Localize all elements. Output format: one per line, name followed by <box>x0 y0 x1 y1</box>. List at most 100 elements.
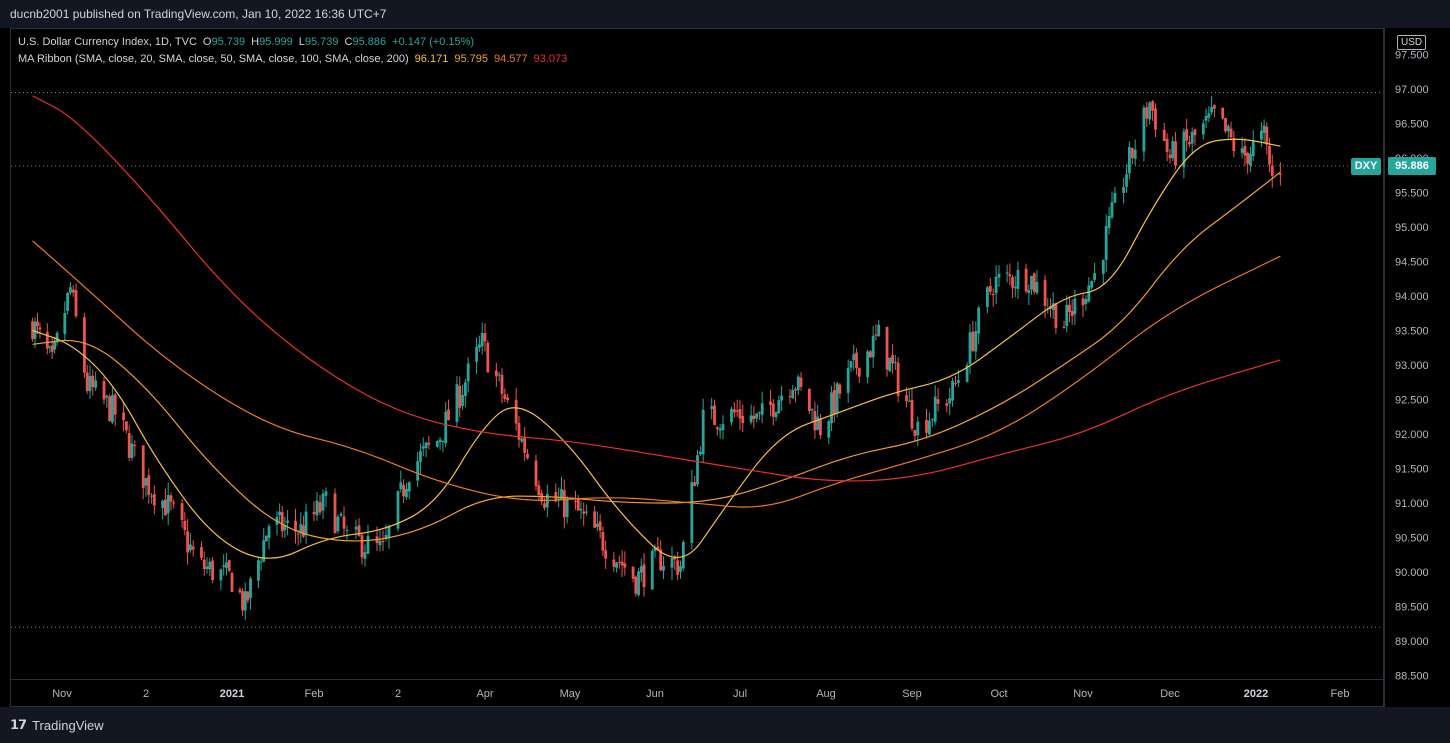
tradingview-brand[interactable]: 𝟭𝟳 TradingView <box>10 717 104 733</box>
candle-body <box>857 367 861 377</box>
time-tick-label: 2022 <box>1244 688 1268 700</box>
candle-body <box>363 552 367 559</box>
candle-body <box>576 498 580 511</box>
candle-body <box>286 520 289 523</box>
candle-body <box>690 482 694 543</box>
candle-body <box>357 525 361 536</box>
candle-body <box>579 508 583 511</box>
candle-body <box>83 317 86 373</box>
candle-body <box>246 591 250 601</box>
candle-body <box>1145 107 1149 119</box>
candle-body <box>211 560 214 581</box>
price-tick-label: 89.500 <box>1395 602 1429 614</box>
candle-body <box>144 478 148 486</box>
candle-body <box>1130 148 1134 159</box>
candle-body <box>299 524 303 534</box>
candle-body <box>45 331 49 349</box>
plot-area <box>11 91 1383 628</box>
candle-body <box>407 482 411 492</box>
candle-body <box>623 563 627 568</box>
candle-body <box>405 488 408 498</box>
chart-pane[interactable] <box>10 28 1384 707</box>
candle-body <box>1008 274 1012 277</box>
candle-body <box>639 566 643 573</box>
candle-body <box>267 526 271 538</box>
candle-body <box>1243 145 1247 156</box>
price-scale-border <box>1384 28 1385 707</box>
time-tick-label: Dec <box>1160 688 1180 700</box>
candle-body <box>662 565 665 571</box>
candle-body <box>807 388 811 412</box>
candle-body <box>31 321 34 340</box>
legend-l-label: L <box>298 36 305 48</box>
candle-body <box>715 427 719 430</box>
candle-body <box>1210 106 1214 113</box>
candle-body <box>517 423 521 440</box>
candle-body <box>534 460 538 487</box>
candle-body <box>721 424 725 430</box>
candle-body <box>152 494 156 506</box>
candle-body <box>345 529 349 531</box>
candle-body <box>1027 290 1031 293</box>
candle-body <box>324 491 328 496</box>
candle-body <box>738 409 742 419</box>
currency-badge[interactable]: USD <box>1397 35 1427 50</box>
candle-body <box>604 550 608 559</box>
candle-body <box>951 380 954 401</box>
candle-body <box>111 395 114 423</box>
candle-body <box>500 374 504 394</box>
candle-body <box>1165 138 1169 153</box>
candle-body <box>127 433 131 458</box>
candle-body <box>1182 131 1186 168</box>
legend-o-label: O <box>202 36 212 48</box>
candle-body <box>994 276 998 294</box>
time-tick-label: Sep <box>902 688 922 700</box>
candle-body <box>336 516 340 532</box>
candle-body <box>598 521 602 531</box>
time-tick-label: Feb <box>1331 688 1350 700</box>
candle-body <box>225 562 228 569</box>
legend-c-label: C <box>344 36 353 48</box>
time-tick-label: Apr <box>476 688 493 700</box>
candle-body <box>122 412 125 421</box>
candle-body <box>497 374 501 376</box>
candle-body <box>1133 149 1137 159</box>
candle-body <box>387 526 391 537</box>
candle-body <box>63 313 67 334</box>
candle-body <box>1087 285 1091 302</box>
candle-body <box>55 332 59 343</box>
price-tick-label: 92.500 <box>1395 395 1429 407</box>
candle-body <box>523 437 527 453</box>
candle-body <box>416 461 420 481</box>
candle-body <box>780 395 784 401</box>
candle-body <box>846 367 850 393</box>
ma-line-sma-50 <box>32 171 1281 542</box>
candle-body <box>1142 107 1146 152</box>
candle-body <box>1265 126 1269 145</box>
candle-body <box>988 285 992 292</box>
candle-body <box>1093 273 1096 280</box>
candle-body <box>133 444 137 446</box>
candle-body <box>108 396 111 421</box>
candle-body <box>130 443 134 458</box>
legend-close: 95.886 <box>352 36 387 48</box>
candle-body <box>735 410 739 412</box>
time-tick-label: 2 <box>143 688 149 700</box>
candle-body <box>855 352 858 369</box>
candle-body <box>222 565 226 568</box>
candle-body <box>1221 107 1225 119</box>
candle-body <box>205 566 209 570</box>
candle-body <box>871 335 875 358</box>
candle-body <box>593 511 597 528</box>
candle-body <box>91 375 95 388</box>
candle-body <box>612 559 616 567</box>
candle-body <box>33 321 37 339</box>
time-tick-label: Feb <box>305 688 324 700</box>
candle-body <box>788 396 792 398</box>
candle-body <box>968 332 972 364</box>
candle-body <box>191 546 195 550</box>
candle-body <box>896 362 900 396</box>
candle-body <box>679 566 682 573</box>
candle-body <box>1204 115 1208 121</box>
